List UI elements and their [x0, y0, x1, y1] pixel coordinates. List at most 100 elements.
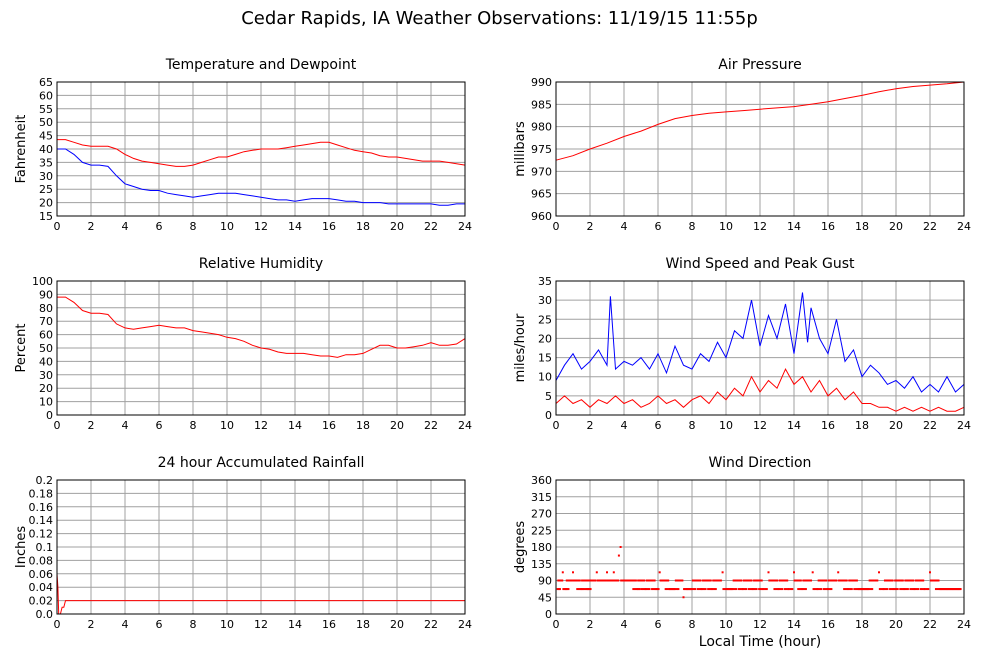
data-point — [837, 571, 840, 574]
data-point — [808, 579, 811, 582]
data-point — [649, 579, 652, 582]
data-point — [892, 588, 895, 591]
data-point — [712, 579, 715, 582]
data-point — [855, 588, 858, 591]
data-point — [829, 579, 832, 582]
data-point — [896, 588, 899, 591]
x-tick-label: 18 — [356, 220, 370, 233]
x-tick-label: 20 — [390, 419, 404, 432]
chart-title: Wind Speed and Peak Gust — [666, 256, 855, 272]
data-point — [814, 588, 817, 591]
x-tick-label: 14 — [787, 618, 801, 631]
x-tick-label: 2 — [88, 220, 95, 233]
y-tick-label: 40 — [39, 143, 53, 156]
data-point — [682, 596, 685, 599]
y-tick-label: 0.12 — [29, 528, 54, 541]
data-point — [642, 588, 645, 591]
data-point — [929, 571, 931, 574]
data-point — [793, 571, 795, 574]
x-tick-label: 10 — [220, 618, 234, 631]
plot-frame — [56, 81, 466, 217]
data-point — [558, 579, 561, 582]
data-point — [743, 588, 746, 591]
data-point — [634, 588, 637, 591]
data-point — [645, 579, 648, 582]
data-point — [664, 588, 667, 591]
data-point — [885, 579, 888, 582]
data-point — [652, 588, 655, 591]
data-point — [718, 579, 721, 582]
x-tick-label: 8 — [190, 618, 197, 631]
data-point — [592, 579, 595, 582]
data-point — [919, 588, 922, 591]
data-point — [907, 579, 910, 582]
data-point — [595, 571, 598, 574]
data-point — [786, 579, 789, 582]
plot-frame — [56, 479, 466, 615]
data-point — [768, 579, 771, 582]
data-point — [583, 579, 586, 582]
y-tick-label: 60 — [39, 329, 53, 342]
x-tick-label: 18 — [356, 419, 370, 432]
y-tick-label: 90 — [39, 288, 53, 301]
x-tick-label: 0 — [553, 220, 560, 233]
data-point — [681, 579, 684, 582]
data-point — [886, 588, 889, 591]
y-tick-label: 0 — [545, 409, 552, 422]
data-point — [783, 588, 786, 591]
x-tick-label: 24 — [957, 419, 971, 432]
data-point — [713, 588, 716, 591]
data-point — [602, 579, 605, 582]
data-point — [830, 588, 833, 591]
y-tick-label: 55 — [39, 103, 53, 116]
data-point — [848, 579, 851, 582]
data-point — [622, 579, 625, 582]
data-point — [578, 579, 581, 582]
x-tick-label: 12 — [753, 419, 767, 432]
y-tick-label: 10 — [538, 371, 552, 384]
data-point — [844, 588, 847, 591]
data-point — [702, 588, 705, 591]
data-point — [568, 579, 571, 582]
data-point — [581, 579, 584, 582]
chart-title: Relative Humidity — [199, 256, 323, 272]
data-point — [798, 579, 801, 582]
data-point — [713, 579, 716, 582]
data-point — [733, 588, 736, 591]
data-point — [779, 588, 782, 591]
data-point — [789, 588, 792, 591]
data-point — [760, 579, 763, 582]
data-point — [572, 571, 574, 574]
data-point — [866, 588, 869, 591]
x-tick-label: 22 — [424, 220, 438, 233]
data-point — [856, 588, 859, 591]
x-tick-label: 10 — [719, 618, 733, 631]
y-tick-label: 315 — [531, 491, 552, 504]
data-point — [707, 588, 710, 591]
data-point — [831, 579, 834, 582]
data-point — [719, 579, 722, 582]
chart-title: Wind Direction — [709, 455, 812, 471]
y-tick-label: 30 — [39, 170, 53, 183]
x-tick-label: 8 — [190, 419, 197, 432]
data-point — [621, 579, 624, 582]
data-point — [914, 579, 917, 582]
data-point — [756, 579, 759, 582]
data-point — [899, 588, 902, 591]
data-point — [793, 579, 796, 582]
data-point — [715, 579, 718, 582]
x-tick-label: 20 — [889, 618, 903, 631]
x-tick-label: 12 — [254, 220, 268, 233]
data-point — [818, 588, 821, 591]
data-point — [912, 588, 915, 591]
y-tick-label: 5 — [545, 390, 552, 403]
data-point — [810, 579, 812, 582]
data-point — [703, 579, 706, 582]
data-point — [870, 579, 873, 582]
y-tick-label: 0.04 — [29, 581, 54, 594]
x-tick-label: 16 — [821, 419, 835, 432]
y-axis-label: Fahrenheit — [14, 115, 29, 184]
x-tick-label: 4 — [621, 618, 628, 631]
data-point — [805, 579, 808, 582]
data-point — [833, 579, 836, 582]
